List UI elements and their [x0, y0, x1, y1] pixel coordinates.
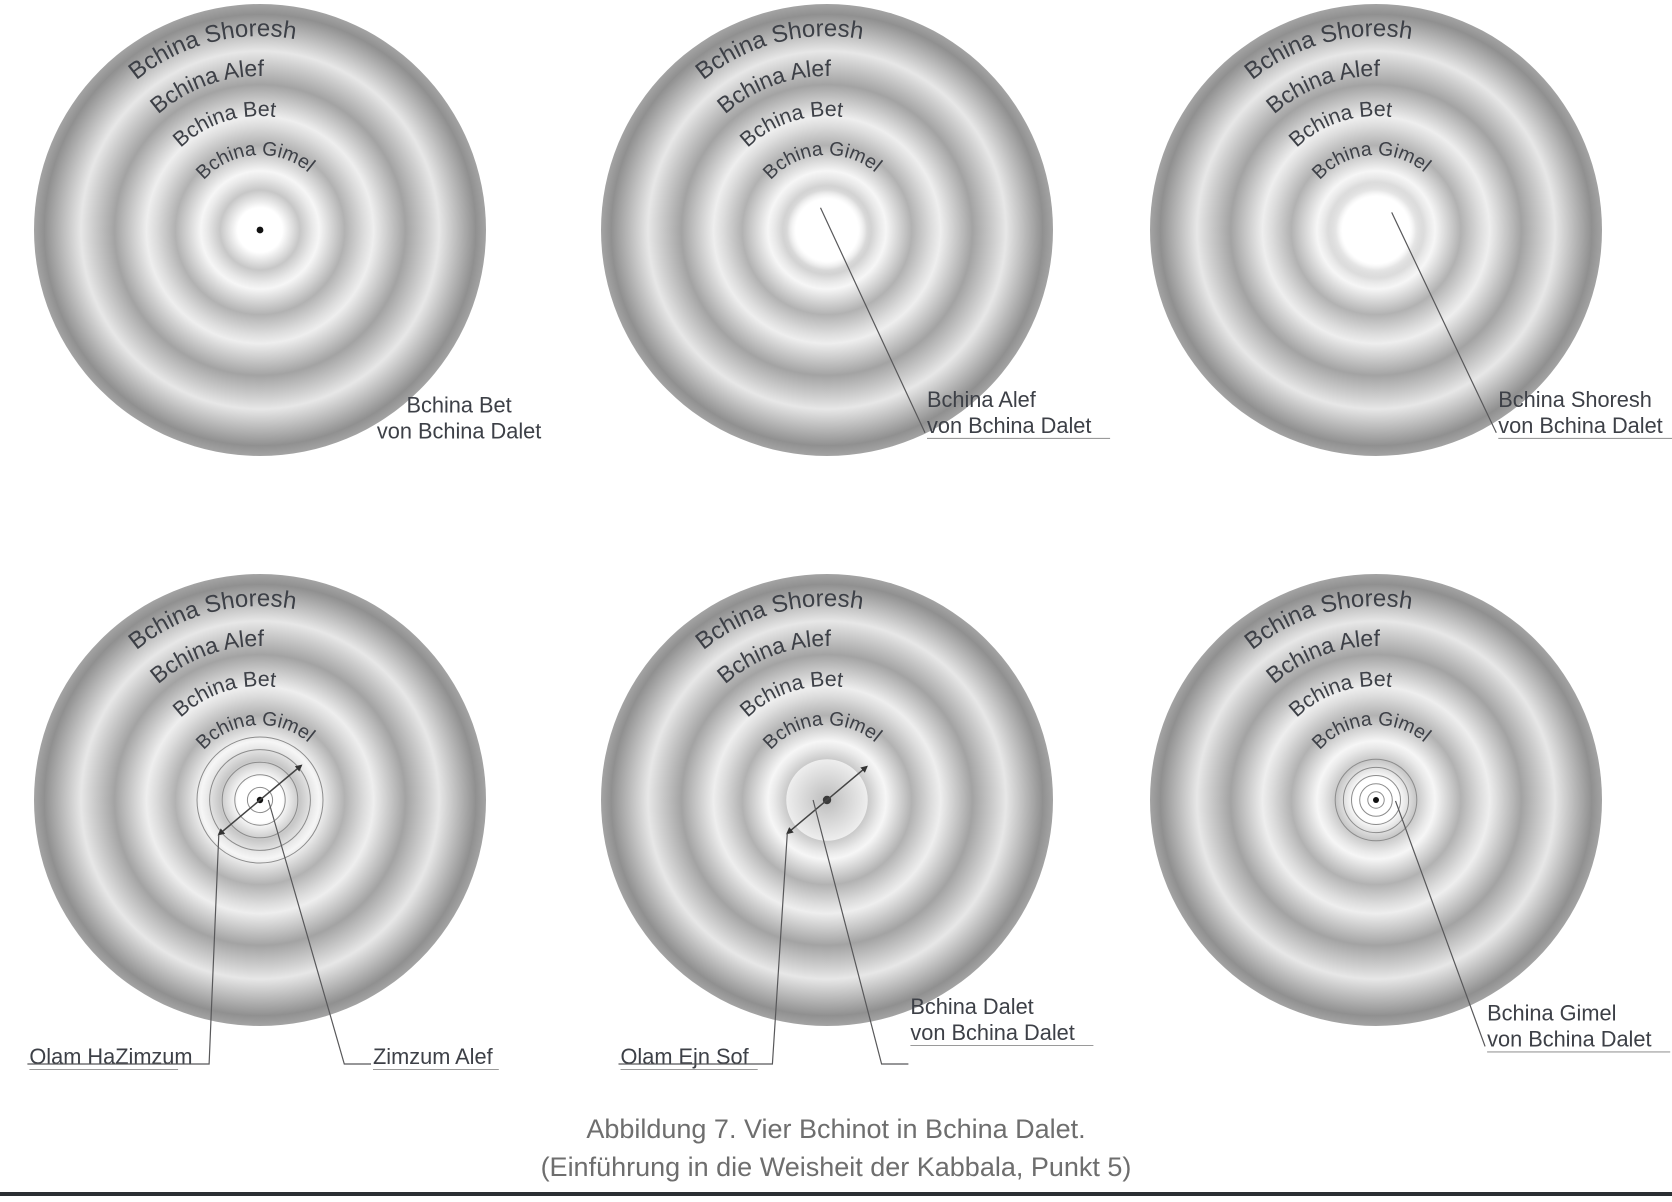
svg-text:Bchina Gimel: Bchina Gimel	[192, 138, 319, 184]
svg-text:Zimzum Alef: Zimzum Alef	[373, 1044, 494, 1069]
svg-text:Bchina Gimel: Bchina Gimel	[1308, 138, 1435, 184]
svg-text:Bchina Gimel: Bchina Gimel	[759, 138, 886, 184]
svg-text:Bchina Gimel: Bchina Gimel	[759, 708, 886, 754]
svg-text:Olam HaZimzum: Olam HaZimzum	[29, 1044, 192, 1069]
svg-text:Bchina Gimel: Bchina Gimel	[192, 708, 319, 754]
svg-text:Bchina Gimel: Bchina Gimel	[1308, 708, 1435, 754]
svg-text:Olam Ejn Sof: Olam Ejn Sof	[621, 1044, 750, 1069]
